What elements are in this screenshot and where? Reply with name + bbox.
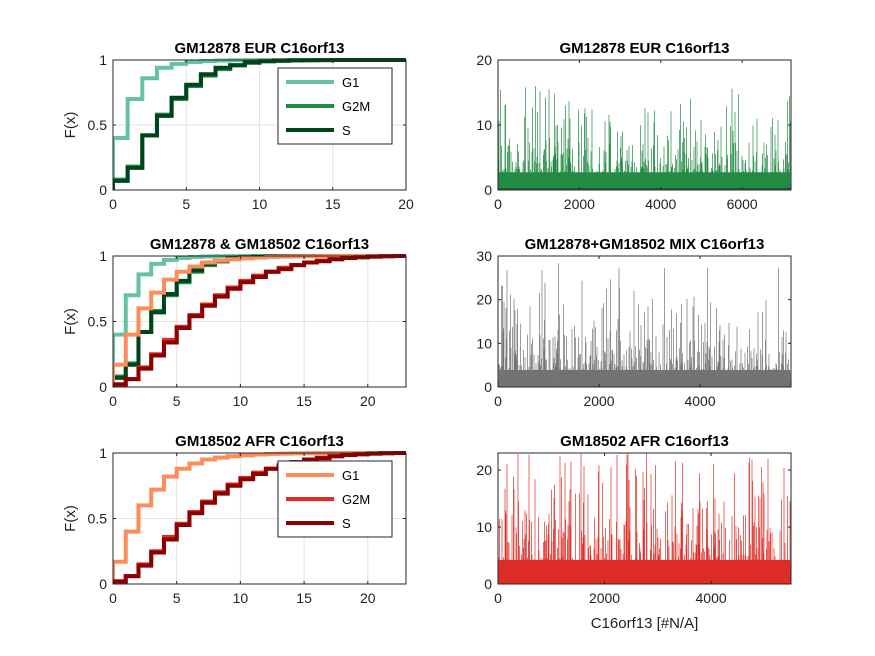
x-tick-label: 0 [109, 393, 117, 409]
axes-frame [497, 452, 792, 585]
y-axis-label: F(x) [62, 505, 79, 532]
panel-p6: 0 2000 4000 0 10 20 GM18502 AFR C16orf13 C16orf… [476, 433, 792, 632]
y-tick-label: 20 [476, 52, 492, 68]
y-tick-label: 0.5 [88, 511, 108, 527]
x-tick-label: 15 [296, 393, 312, 409]
x-tick-label: 0 [494, 196, 502, 212]
x-tick-label: 10 [233, 393, 249, 409]
chart-title: GM12878 EUR C16orf13 [174, 40, 344, 57]
y-axis-label: F(x) [62, 308, 79, 335]
y-tick-label: 0 [484, 379, 492, 395]
panel-p1: 0 5 10 15 20 0 0.5 1 GM12878 EUR C16orf13 F(x) G1 G… [62, 40, 414, 212]
legend-label: G1 [342, 75, 359, 90]
x-tick-label: 4000 [645, 196, 676, 212]
x-axis-label: C16orf13 [#N/A] [591, 615, 699, 632]
x-tick-label: 6000 [727, 196, 758, 212]
y-tick-label: 10 [476, 519, 492, 535]
x-tick-label: 15 [325, 196, 341, 212]
y-tick-label: 0 [99, 379, 107, 395]
x-tick-label: 5 [173, 590, 181, 606]
x-tick-label: 20 [360, 393, 376, 409]
legend-label: S [342, 516, 351, 531]
legend-label: G2M [342, 99, 370, 114]
panel-p3: 0 5 10 15 20 0 0.5 1 GM12878 & GM18502 C16orf13 F… [62, 236, 407, 409]
y-tick-label: 0.5 [88, 314, 108, 330]
y-axis-label: F(x) [62, 112, 79, 139]
y-tick-label: 0 [99, 182, 107, 198]
chart-title: GM18502 AFR C16orf13 [175, 433, 344, 450]
chart-title: GM12878 & GM18502 C16orf13 [150, 236, 369, 253]
x-tick-label: 2000 [589, 590, 620, 606]
y-tick-label: 20 [476, 292, 492, 308]
y-tick-label: 1 [99, 248, 107, 264]
y-tick-label: 0 [99, 576, 107, 592]
x-tick-label: 2000 [564, 196, 595, 212]
x-tick-label: 5 [173, 393, 181, 409]
y-tick-label: 0 [484, 182, 492, 198]
panel-p2: 0 2000 4000 6000 0 10 20 GM12878 EUR C16orf13 [476, 40, 792, 212]
ecdf-line-s [113, 451, 406, 584]
x-tick-label: 4000 [696, 590, 727, 606]
x-tick-label: 10 [233, 590, 249, 606]
x-tick-label: 4000 [684, 393, 715, 409]
x-tick-label: 0 [494, 590, 502, 606]
x-tick-label: 5 [182, 196, 190, 212]
legend-label: S [342, 123, 351, 138]
x-tick-label: 0 [109, 196, 117, 212]
panel-p4: 0 2000 4000 0 10 20 30 GM12878+GM18502 MIX C16o… [476, 236, 792, 409]
x-tick-label: 0 [109, 590, 117, 606]
y-tick-label: 1 [99, 445, 107, 461]
plot-area [498, 60, 791, 190]
legend-label: G1 [342, 468, 359, 483]
x-tick-label: 20 [360, 590, 376, 606]
chart-title: GM12878 EUR C16orf13 [559, 40, 729, 57]
y-tick-label: 0 [484, 576, 492, 592]
x-tick-label: 10 [252, 196, 268, 212]
chart-title: GM12878+GM18502 MIX C16orf13 [525, 236, 765, 253]
y-tick-label: 1 [99, 52, 107, 68]
y-tick-label: 30 [476, 248, 492, 264]
x-tick-label: 0 [494, 393, 502, 409]
panel-p5: 0 5 10 15 20 0 0.5 1 GM18502 AFR C16orf13 F(x) G1 G… [62, 433, 407, 606]
x-tick-label: 15 [296, 590, 312, 606]
y-tick-label: 20 [476, 462, 492, 478]
legend-label: G2M [342, 492, 370, 507]
x-tick-label: 20 [398, 196, 414, 212]
axes-frame [497, 255, 792, 388]
y-tick-label: 10 [476, 117, 492, 133]
y-tick-label: 0.5 [88, 117, 108, 133]
ecdf-line-series-5 [113, 254, 406, 387]
y-tick-label: 10 [476, 335, 492, 351]
x-tick-label: 2000 [583, 393, 614, 409]
chart-title: GM18502 AFR C16orf13 [560, 433, 729, 450]
